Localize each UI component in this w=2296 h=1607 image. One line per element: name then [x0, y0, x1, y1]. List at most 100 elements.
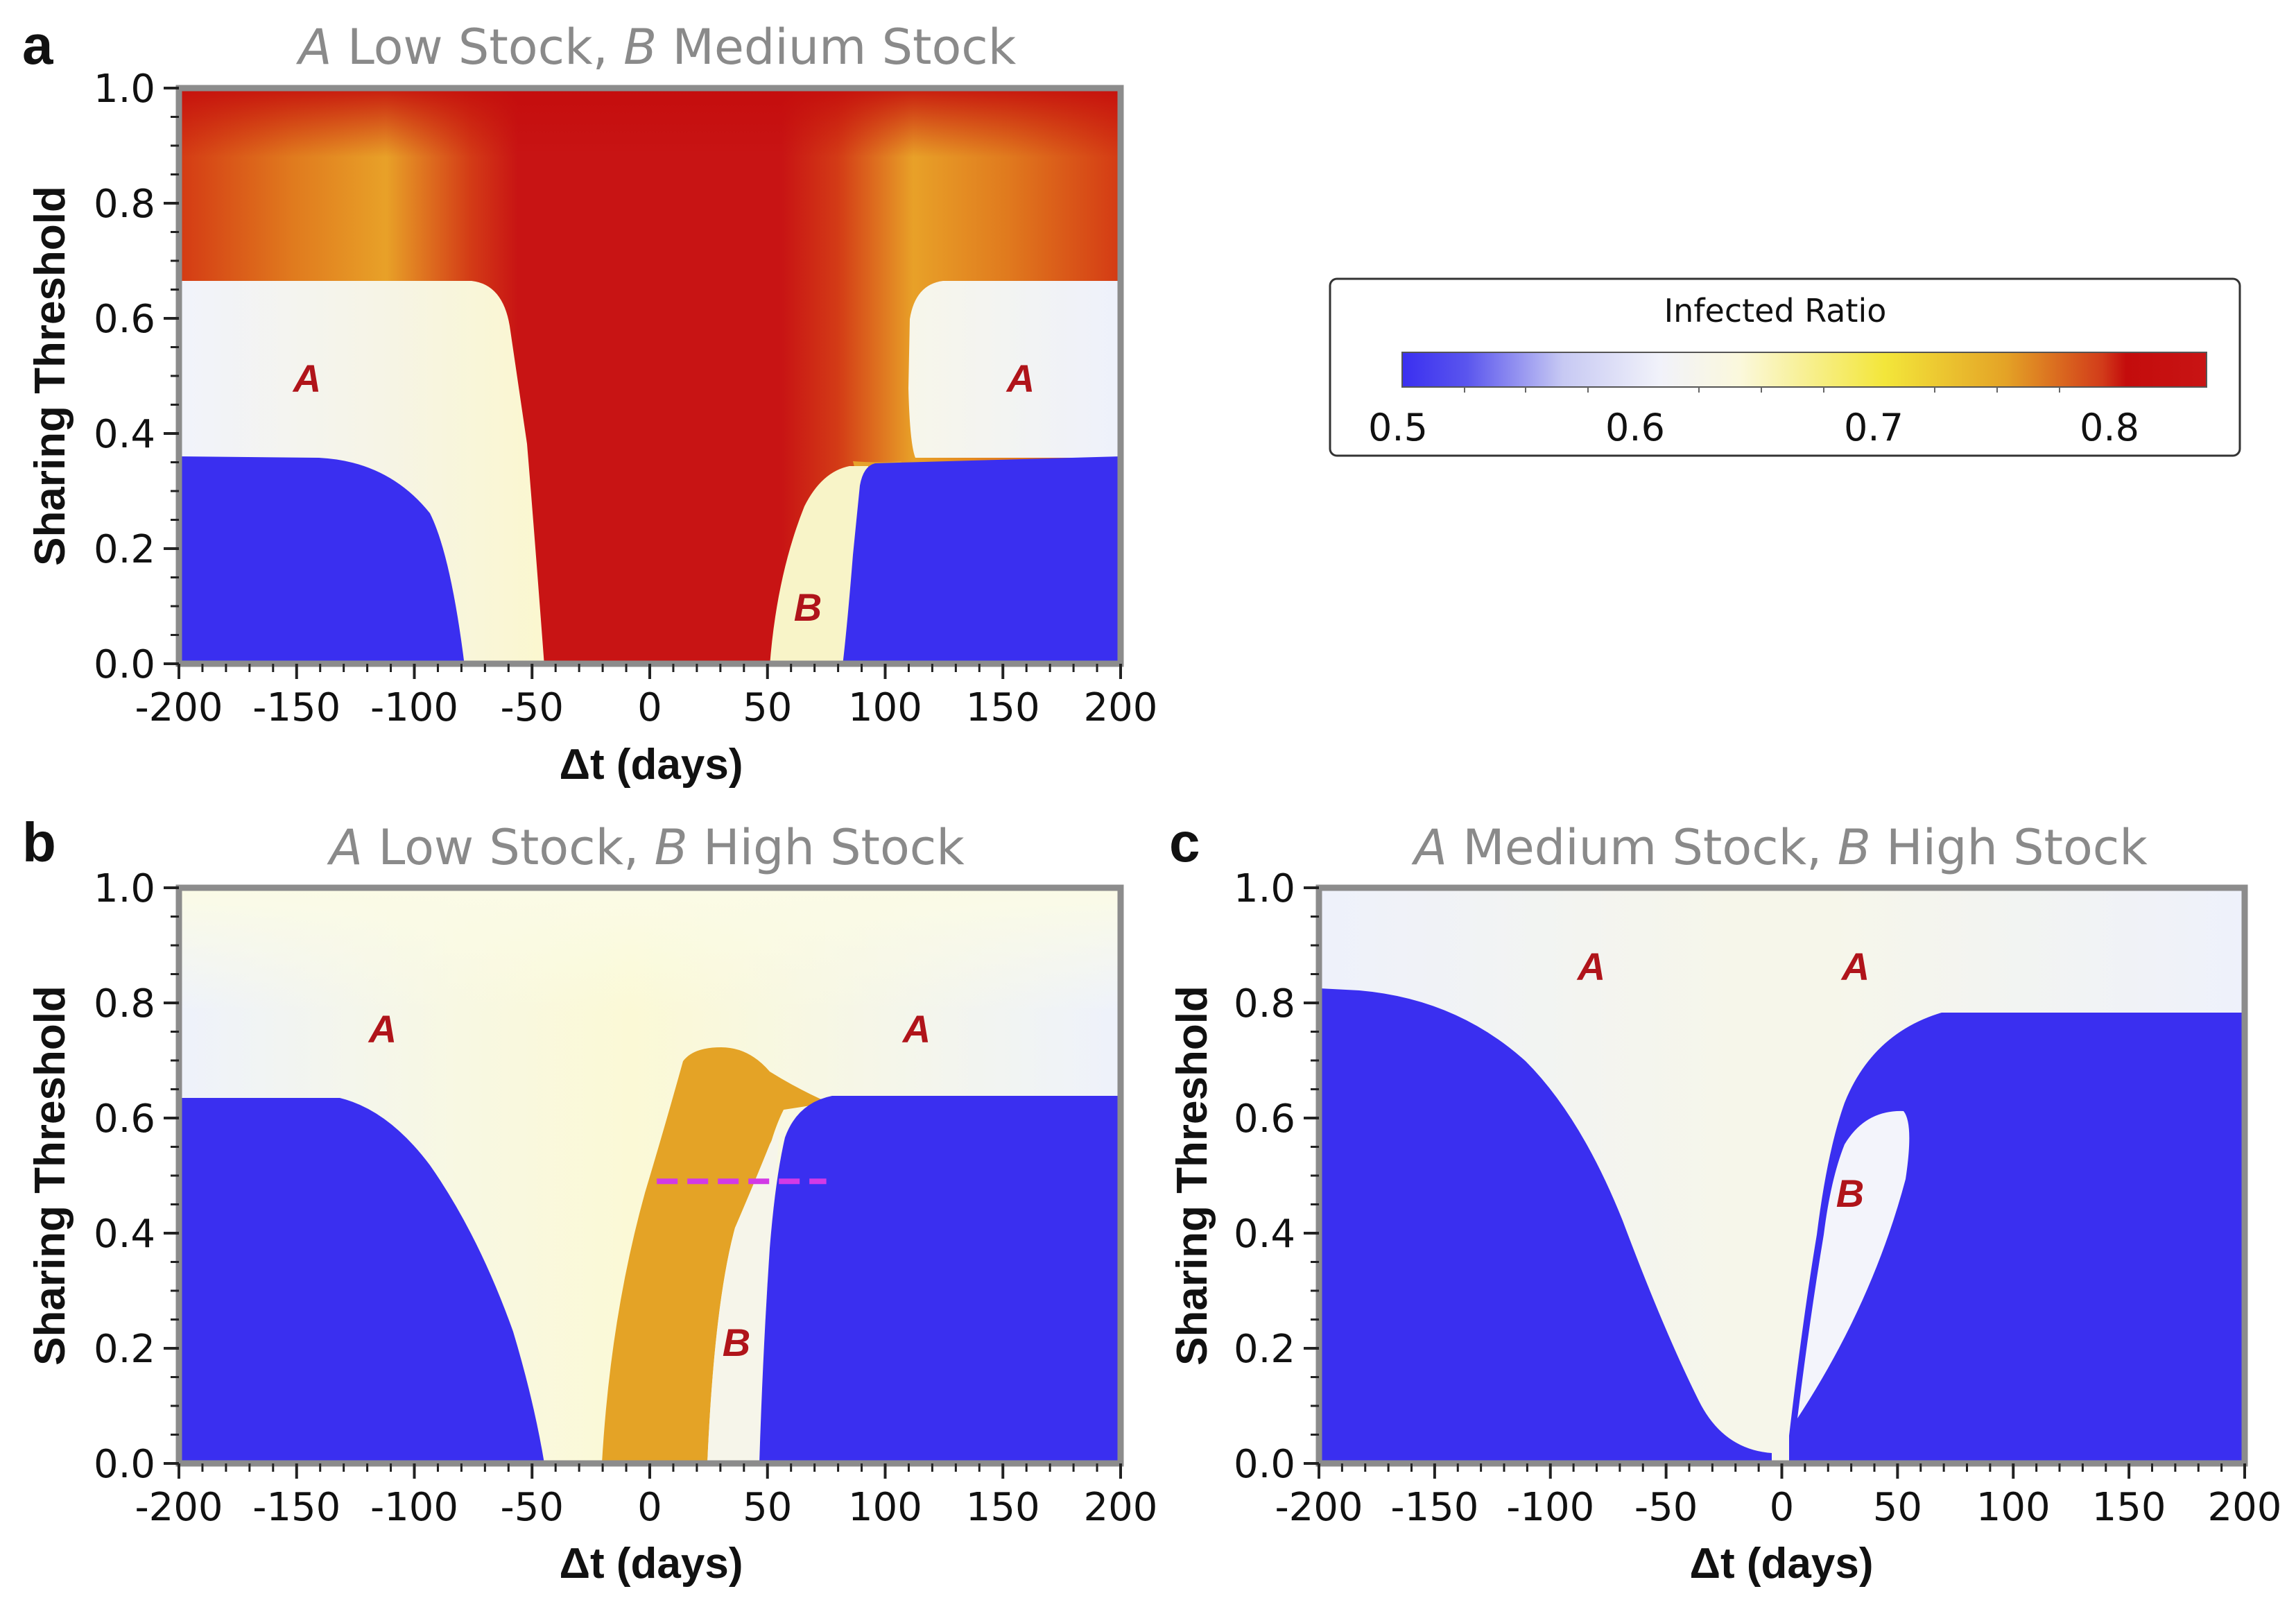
x-tick-label: 50: [743, 1485, 792, 1530]
region-label-b: B: [794, 585, 822, 629]
x-axis-label-b: Δt (days): [559, 1540, 743, 1588]
y-tick-label: 0.4: [94, 1212, 155, 1257]
x-tick-label: 150: [2092, 1485, 2166, 1530]
heatmap-b-blue-left: [179, 1098, 544, 1463]
heatmap-a-blue-right: [843, 456, 1121, 666]
x-tick-label: -100: [1506, 1485, 1594, 1530]
heatmap-c-blue-left: [1319, 988, 1772, 1463]
legend-tick-0: 0.5: [1368, 406, 1428, 449]
panel-a-title-a-text: Low Stock,: [332, 19, 624, 76]
y-tick-label: 0.0: [94, 1442, 155, 1487]
heatmap-b-top-fade: [179, 888, 1121, 1013]
y-tick-label: 0.4: [94, 412, 155, 457]
region-label-b-left-a: A: [368, 1007, 397, 1051]
legend-tick-3: 0.8: [2080, 406, 2139, 449]
y-tick-label: 0.8: [94, 182, 155, 227]
heatmap-c: [1319, 888, 2245, 1463]
heatmap-a: [179, 88, 1121, 666]
x-tick-label: 50: [743, 685, 792, 730]
y-tick-label: 0.2: [1234, 1327, 1295, 1372]
y-tick-label: 0.8: [94, 981, 155, 1026]
x-tick-label: -200: [1275, 1485, 1363, 1530]
panel-c-title-a-text: Medium Stock,: [1447, 819, 1838, 876]
y-axis-label-c: Sharing Threshold: [1168, 986, 1216, 1366]
y-tick-label: 0.6: [94, 297, 155, 342]
x-tick-label: 150: [966, 1485, 1040, 1530]
x-tick-label: -150: [252, 685, 340, 730]
y-tick-label: 0.8: [1234, 981, 1295, 1026]
panel-c-title: A Medium Stock, B High Stock: [1411, 819, 2148, 876]
panel-b: b A Low Stock, B High Stock -200 -150 -100…: [22, 811, 1157, 1588]
panel-a: a A Low Stock, B Medium Stock -200 -150 -1…: [22, 14, 1157, 789]
x-tick-label: -150: [1390, 1485, 1478, 1530]
panel-letter-c: c: [1169, 811, 1200, 873]
panel-c-title-b-text: High Stock: [1871, 819, 2148, 876]
x-tick-label: 0: [1770, 1485, 1795, 1530]
x-tick-label: -50: [501, 685, 564, 730]
x-tick-label: 100: [848, 685, 922, 730]
y-tick-label: 0.4: [1234, 1212, 1295, 1257]
x-tick-label: -150: [252, 1485, 340, 1530]
y-tick-label: 0.2: [94, 527, 155, 572]
y-tick-label: 1.0: [94, 67, 155, 112]
y-tick-label: 0.6: [1234, 1097, 1295, 1142]
heatmap-b-blue-right: [759, 1096, 1121, 1463]
panel-a-title-b-letter: B: [623, 19, 657, 76]
panel-letter-b: b: [22, 811, 56, 873]
x-tick-label: 150: [966, 685, 1040, 730]
x-tick-label: -200: [135, 685, 223, 730]
x-tick-label: -50: [501, 1485, 564, 1530]
region-label-b-right-a: A: [901, 1007, 931, 1051]
y-tick-label: 0.0: [94, 642, 155, 687]
legend-title: Infected Ratio: [1664, 292, 1887, 329]
x-axis-label-a: Δt (days): [559, 741, 743, 789]
legend-minor-ticks: [1464, 387, 2060, 393]
colorbar-legend: Infected Ratio 0.5 0.6 0.7 0.8: [1329, 277, 2241, 457]
legend-tick-2: 0.7: [1844, 406, 1904, 449]
heatmap-c-b-region: [1797, 1110, 1910, 1418]
y-tick-label: 0.6: [94, 1097, 155, 1142]
panel-c: c A Medium Stock, B High Stock -200 -150-…: [1168, 811, 2281, 1588]
region-label-c-b: B: [1836, 1171, 1864, 1215]
heatmap-a-b-region: [770, 466, 868, 666]
panel-c-title-a-letter: A: [1411, 819, 1447, 876]
y-tick-label: 1.0: [94, 866, 155, 911]
x-tick-label: -100: [370, 685, 458, 730]
region-label-c-right-a: A: [1840, 945, 1870, 988]
x-tick-label: -50: [1634, 1485, 1698, 1530]
axes-a: -200 -150 -100 -50 0 50 100 150 200 0.0 0.2 0.4 0.6 0…: [94, 67, 1158, 730]
heatmap-a-pale-right: [908, 281, 1121, 458]
x-tick-label: 0: [637, 1485, 662, 1530]
panel-b-title-a-letter: A: [327, 819, 363, 876]
heatmap-b-b-region: [707, 1124, 780, 1463]
region-label-b-b: B: [723, 1321, 750, 1364]
x-axis-label-c: Δt (days): [1689, 1540, 1873, 1588]
x-tick-label: 0: [637, 685, 662, 730]
panel-b-title-b-text: High Stock: [688, 819, 965, 876]
panel-b-title-a-text: Low Stock,: [363, 819, 655, 876]
y-axis-label-b: Sharing Threshold: [26, 986, 74, 1366]
legend-tick-1: 0.6: [1605, 406, 1665, 449]
heatmap-b-orange-region: [602, 1047, 829, 1463]
y-tick-label: 1.0: [1234, 866, 1295, 911]
heatmap-b: [179, 888, 1121, 1463]
x-tick-label: 200: [2208, 1485, 2282, 1530]
axes-c: -200 -150 -100 -50 0 50 100 150 200 0.0 0.2 0.4 0.6 0…: [1234, 866, 2282, 1530]
x-tick-label: -100: [370, 1485, 458, 1530]
x-tick-label: 100: [848, 1485, 922, 1530]
y-tick-label: 0.0: [1234, 1442, 1295, 1487]
panel-c-title-b-letter: B: [1838, 819, 1871, 876]
y-tick-label: 0.2: [94, 1327, 155, 1372]
panel-letter-a: a: [22, 14, 53, 76]
x-tick-label: -200: [135, 1485, 223, 1530]
legend-colorbar: [1401, 352, 2207, 388]
heatmap-a-blue-left: [179, 456, 465, 666]
panel-a-title-a-letter: A: [296, 19, 332, 76]
panel-a-title-b-text: Medium Stock: [657, 19, 1017, 76]
region-label-a-right: A: [1005, 356, 1035, 400]
panel-b-title-b-letter: B: [655, 819, 688, 876]
region-label-a-left: A: [292, 356, 321, 400]
panel-a-title: A Low Stock, B Medium Stock: [296, 19, 1017, 76]
x-tick-label: 200: [1084, 685, 1158, 730]
